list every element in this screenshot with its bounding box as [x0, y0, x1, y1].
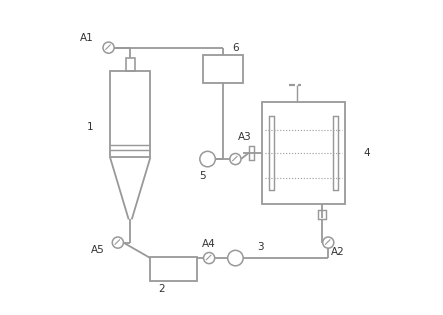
Circle shape	[112, 237, 124, 248]
Bar	[110, 71, 150, 158]
Bar	[318, 210, 326, 219]
Text: A5: A5	[91, 245, 105, 255]
Circle shape	[323, 237, 334, 248]
Bar	[333, 116, 338, 190]
Bar	[262, 102, 345, 204]
Text: 6: 6	[232, 43, 239, 53]
Text: A2: A2	[330, 247, 344, 257]
Text: 2: 2	[158, 284, 164, 294]
Text: A3: A3	[238, 132, 252, 142]
Bar	[150, 256, 197, 281]
Circle shape	[230, 153, 241, 165]
Bar	[268, 116, 274, 190]
Circle shape	[228, 250, 243, 266]
Bar	[249, 146, 254, 160]
Circle shape	[203, 253, 215, 264]
Text: 1: 1	[87, 122, 93, 132]
Text: 3: 3	[257, 242, 264, 252]
Bar	[203, 55, 243, 83]
Text: 5: 5	[200, 171, 206, 181]
Text: A1: A1	[80, 33, 94, 43]
Text: 4: 4	[364, 148, 370, 158]
Text: A4: A4	[202, 239, 216, 249]
Bar	[126, 59, 135, 71]
Circle shape	[200, 151, 215, 167]
Circle shape	[103, 42, 114, 53]
